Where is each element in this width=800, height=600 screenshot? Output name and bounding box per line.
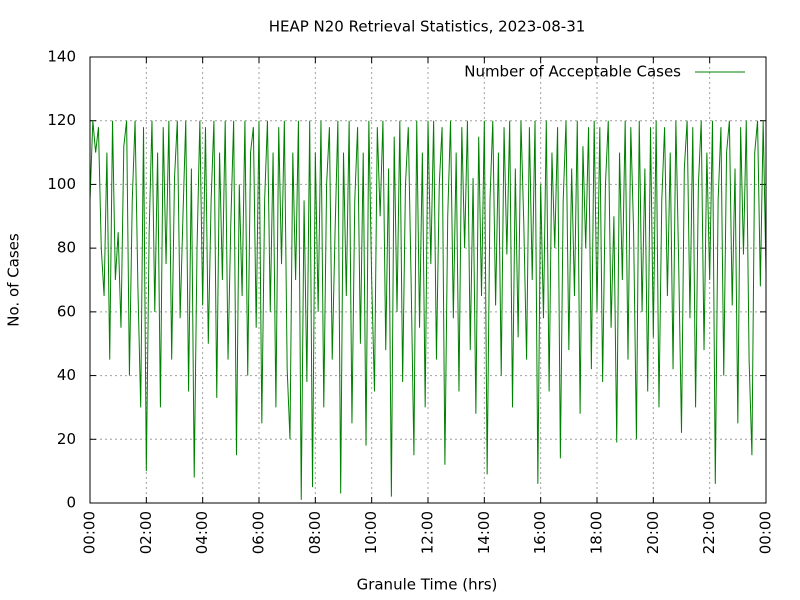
y-tick-label: 20 bbox=[57, 430, 76, 448]
x-tick-label: 04:00 bbox=[193, 511, 211, 554]
y-tick-label: 80 bbox=[57, 239, 76, 257]
x-tick-label: 16:00 bbox=[531, 511, 549, 554]
x-tick-label: 00:00 bbox=[81, 511, 99, 554]
plot-frame bbox=[89, 56, 767, 504]
chart-title: HEAP N20 Retrieval Statistics, 2023-08-3… bbox=[269, 18, 586, 36]
x-axis-label: Granule Time (hrs) bbox=[357, 576, 498, 594]
x-tick-label: 00:00 bbox=[757, 511, 775, 554]
y-tick-label: 140 bbox=[47, 48, 76, 66]
y-tick-label: 120 bbox=[47, 111, 76, 129]
y-tick-label: 100 bbox=[47, 175, 76, 193]
x-tick-label: 08:00 bbox=[306, 511, 324, 554]
y-tick-label: 40 bbox=[57, 366, 76, 384]
data-line bbox=[89, 120, 767, 500]
x-tick-label: 12:00 bbox=[419, 511, 437, 554]
y-tick-label: 60 bbox=[57, 302, 76, 320]
legend-label: Number of Acceptable Cases bbox=[464, 63, 681, 81]
x-tick-label: 20:00 bbox=[644, 511, 662, 554]
x-tick-label: 02:00 bbox=[137, 511, 155, 554]
y-tick-label: 0 bbox=[66, 494, 76, 512]
x-tick-label: 22:00 bbox=[700, 511, 718, 554]
x-tick-label: 06:00 bbox=[250, 511, 268, 554]
x-tick-label: 14:00 bbox=[475, 511, 493, 554]
y-axis-label: No. of Cases bbox=[5, 233, 23, 327]
x-tick-label: 10:00 bbox=[362, 511, 380, 554]
x-tick-label: 18:00 bbox=[588, 511, 606, 554]
